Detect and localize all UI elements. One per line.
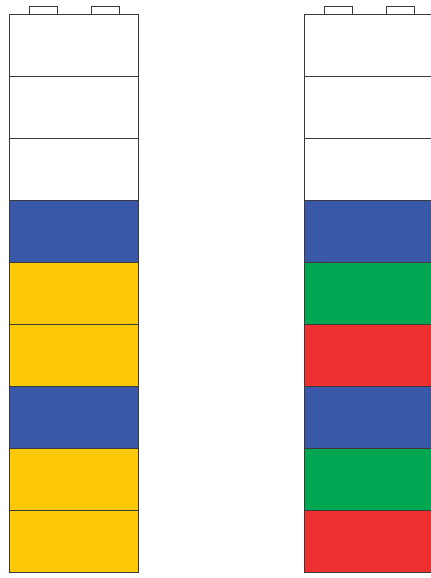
brick-stud xyxy=(324,6,353,14)
brick-yellow xyxy=(10,511,138,573)
brick-green xyxy=(305,263,431,325)
brick-red xyxy=(305,511,431,573)
brick-yellow xyxy=(10,263,138,325)
brick-blue xyxy=(10,387,138,449)
brick-red xyxy=(305,325,431,387)
brick-blue xyxy=(305,201,431,263)
brick-stud xyxy=(91,6,120,14)
brick-blue xyxy=(305,387,431,449)
brick-white xyxy=(305,139,431,201)
brick-white xyxy=(10,15,138,77)
brick-green xyxy=(305,449,431,511)
brick-yellow xyxy=(10,325,138,387)
brick-white xyxy=(305,15,431,77)
brick-stud xyxy=(386,6,415,14)
brick-blue xyxy=(10,201,138,263)
brick-white xyxy=(10,139,138,201)
brick-yellow xyxy=(10,449,138,511)
brick-tower-right xyxy=(304,6,431,573)
brick-white xyxy=(10,77,138,139)
brick-stud xyxy=(29,6,58,14)
brick-tower-left xyxy=(9,6,139,573)
brick-white xyxy=(305,77,431,139)
